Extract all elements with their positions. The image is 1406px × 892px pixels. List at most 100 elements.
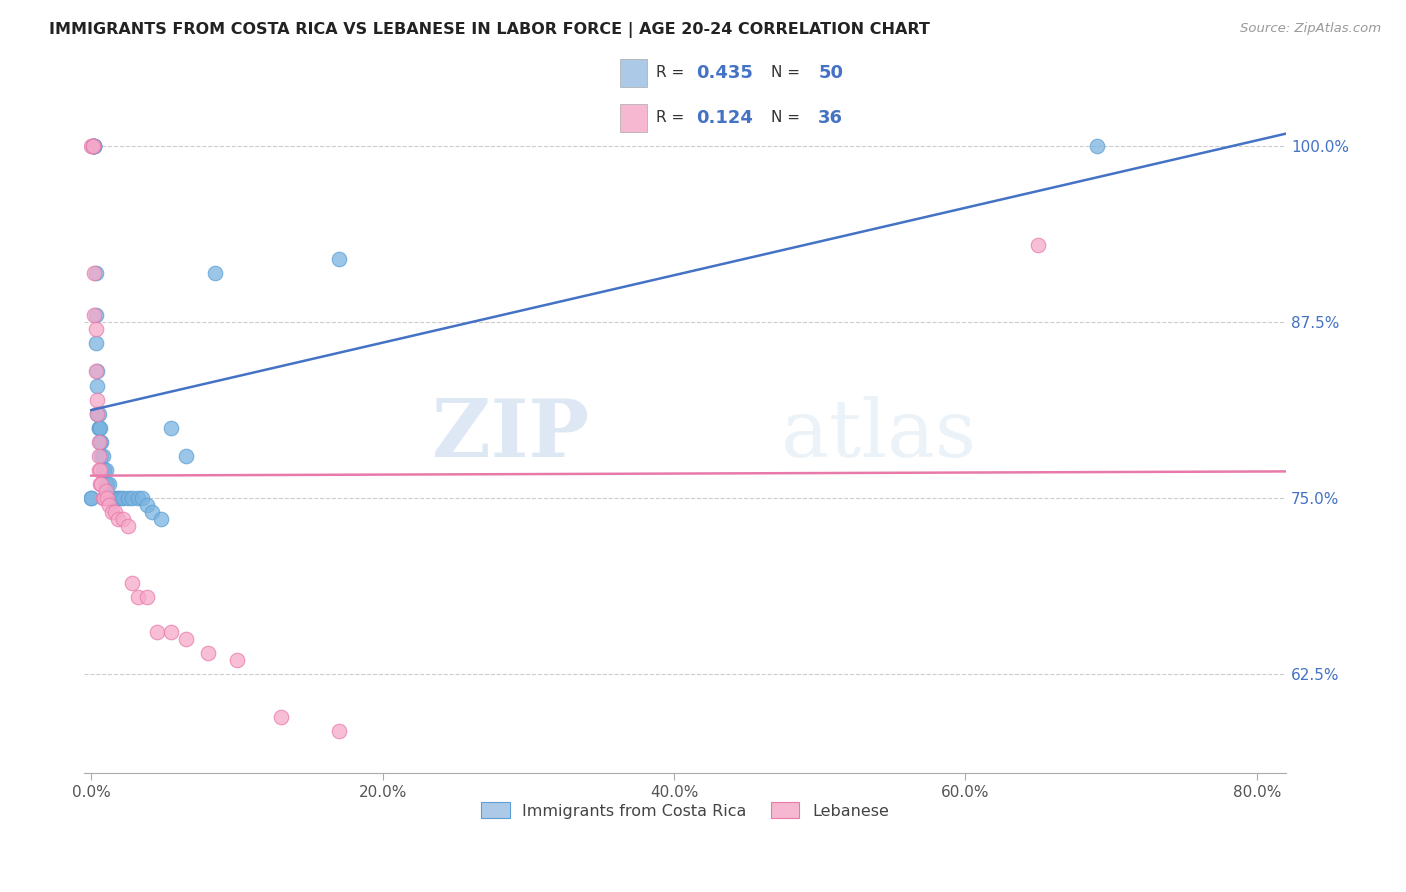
Point — [90, 477, 112, 491]
Point — [89, 421, 111, 435]
Point — [96, 477, 118, 491]
Point — [83, 266, 105, 280]
Text: atlas: atlas — [782, 396, 976, 474]
Point — [80, 491, 103, 506]
Point — [174, 632, 197, 647]
Point — [150, 512, 173, 526]
Point — [121, 491, 143, 506]
Point — [97, 477, 120, 491]
Text: N =: N = — [770, 110, 804, 125]
Point — [96, 491, 118, 506]
Point — [87, 407, 110, 421]
Text: 36: 36 — [818, 109, 844, 127]
Point — [86, 407, 108, 421]
Point — [121, 575, 143, 590]
Point — [86, 364, 108, 378]
Text: Source: ZipAtlas.com: Source: ZipAtlas.com — [1240, 22, 1381, 36]
Point — [86, 392, 108, 407]
Point — [100, 505, 122, 519]
Point — [160, 625, 183, 640]
Point — [93, 463, 115, 477]
Point — [80, 491, 103, 506]
Point — [204, 266, 226, 280]
Point — [82, 139, 104, 153]
Point — [146, 625, 169, 640]
Point — [90, 449, 112, 463]
Point — [87, 449, 110, 463]
Point — [100, 491, 122, 506]
Point — [80, 139, 103, 153]
Point — [328, 723, 350, 738]
Point — [131, 491, 153, 506]
Point — [98, 491, 121, 506]
Point — [86, 378, 108, 392]
Point — [84, 308, 107, 322]
Point — [112, 491, 135, 506]
Point — [87, 421, 110, 435]
Point — [84, 322, 107, 336]
Point — [82, 139, 104, 153]
Point — [141, 505, 163, 519]
Point — [87, 421, 110, 435]
Point — [1026, 237, 1049, 252]
Point — [83, 139, 105, 153]
Point — [117, 491, 139, 506]
Point — [83, 308, 105, 322]
Text: 50: 50 — [818, 63, 844, 82]
Point — [104, 491, 127, 506]
Point — [82, 139, 104, 153]
Point — [86, 407, 108, 421]
Point — [270, 709, 292, 723]
Point — [174, 449, 197, 463]
Point — [127, 590, 149, 604]
Bar — [620, 59, 647, 87]
Point — [84, 364, 107, 378]
Point — [112, 512, 135, 526]
Point — [328, 252, 350, 266]
Point — [87, 434, 110, 449]
Point — [101, 491, 124, 506]
Text: 0.435: 0.435 — [696, 63, 752, 82]
Text: ZIP: ZIP — [432, 396, 589, 474]
Point — [91, 463, 114, 477]
Point — [97, 499, 120, 513]
Point — [197, 646, 219, 660]
Bar — [620, 103, 647, 132]
Text: IMMIGRANTS FROM COSTA RICA VS LEBANESE IN LABOR FORCE | AGE 20-24 CORRELATION CH: IMMIGRANTS FROM COSTA RICA VS LEBANESE I… — [49, 22, 931, 38]
Point — [135, 499, 157, 513]
Point — [89, 434, 111, 449]
Text: 0.124: 0.124 — [696, 109, 752, 127]
Point — [91, 491, 114, 506]
Text: R =: R = — [655, 65, 689, 80]
Point — [94, 477, 117, 491]
Point — [110, 491, 132, 506]
Point — [93, 491, 115, 506]
Point — [94, 484, 117, 499]
Point — [84, 266, 107, 280]
Text: N =: N = — [770, 65, 804, 80]
Point — [89, 434, 111, 449]
Text: R =: R = — [655, 110, 689, 125]
Point — [135, 590, 157, 604]
Point — [87, 463, 110, 477]
Point — [226, 653, 249, 667]
Point — [82, 139, 104, 153]
Point — [89, 463, 111, 477]
Point — [89, 477, 111, 491]
Point — [84, 336, 107, 351]
Point — [1085, 139, 1108, 153]
Point — [117, 519, 139, 533]
Point — [160, 421, 183, 435]
Point — [83, 139, 105, 153]
Point — [94, 463, 117, 477]
Point — [91, 449, 114, 463]
Point — [127, 491, 149, 506]
Point — [83, 139, 105, 153]
Point — [82, 139, 104, 153]
Point — [93, 463, 115, 477]
Legend: Immigrants from Costa Rica, Lebanese: Immigrants from Costa Rica, Lebanese — [474, 796, 896, 825]
Point — [107, 491, 129, 506]
Point — [90, 434, 112, 449]
Point — [83, 139, 105, 153]
Point — [107, 512, 129, 526]
